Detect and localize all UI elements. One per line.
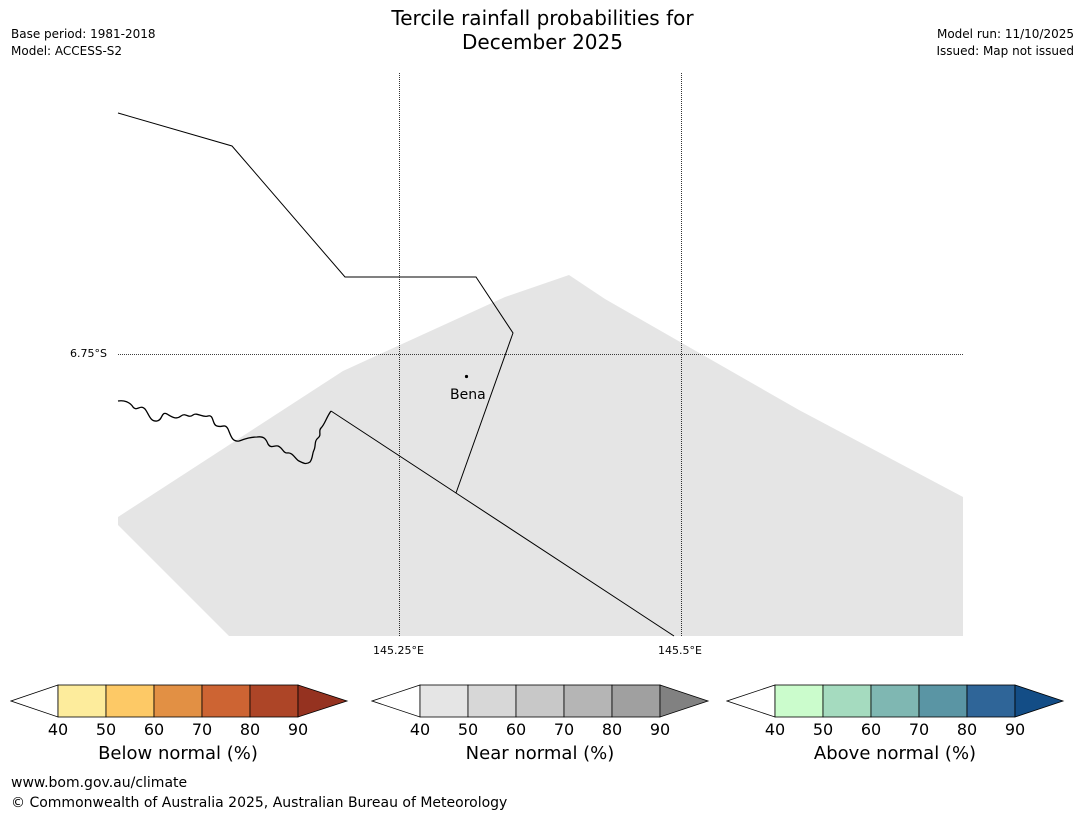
colorbar-above-tick-60: 60 — [860, 720, 882, 739]
near-normal-shading — [118, 275, 963, 636]
colorbar-near-bin-40-50 — [419, 684, 469, 718]
colorbar-above-tick-90: 90 — [1004, 720, 1026, 739]
colorbar-near-tick-50: 50 — [457, 720, 479, 739]
colorbar-above-bin-80-90 — [966, 684, 1016, 718]
colorbar-below-tick-70: 70 — [191, 720, 213, 739]
colorbar-below-tick-90: 90 — [287, 720, 309, 739]
metadata-left: Base period: 1981-2018 Model: ACCESS-S2 — [11, 26, 156, 60]
colorbar-above-tick-70: 70 — [908, 720, 930, 739]
colorbar-above-over — [1014, 684, 1065, 718]
colorbar-below-over — [297, 684, 349, 718]
colorbar-above-tick-50: 50 — [812, 720, 834, 739]
colorbar-below-bin-60-70 — [153, 684, 203, 718]
metadata-right: Model run: 11/10/2025 Issued: Map not is… — [936, 26, 1074, 60]
colorbar-above-bin-70-80 — [918, 684, 968, 718]
colorbar-above-label: Above normal (%) — [813, 743, 977, 764]
lon-label-145-5: 145.5°E — [658, 644, 702, 657]
title-line-2: December 2025 — [462, 30, 623, 54]
colorbar-near-tick-90: 90 — [649, 720, 671, 739]
province-boundary-south — [330, 410, 675, 637]
colorbar-below-bin-80-90 — [249, 684, 299, 718]
colorbar-above-bin-60-70 — [870, 684, 920, 718]
title-line-1: Tercile rainfall probabilities for — [391, 6, 694, 30]
colorbar-above-normal — [726, 684, 1065, 718]
lat-label: 6.75°S — [70, 347, 107, 360]
colorbar-above-bin-40-50 — [774, 684, 824, 718]
colorbar-near-over — [659, 684, 710, 718]
base-period: Base period: 1981-2018 — [11, 27, 156, 41]
model-run: Model run: 11/10/2025 — [936, 27, 1074, 41]
colorbar-near-tick-40: 40 — [409, 720, 431, 739]
footer-copyright: © Commonwealth of Australia 2025, Austra… — [11, 795, 508, 811]
colorbar-below-tick-80: 80 — [239, 720, 261, 739]
colorbar-above-bin-50-60 — [822, 684, 872, 718]
colorbar-near-bin-50-60 — [467, 684, 517, 718]
colorbar-below-bin-40-50 — [57, 684, 107, 718]
colorbar-below-under — [10, 684, 59, 718]
colorbar-near-tick-60: 60 — [505, 720, 527, 739]
colorbar-above-under — [726, 684, 776, 718]
colorbar-below-tick-50: 50 — [95, 720, 117, 739]
colorbar-above-tick-40: 40 — [764, 720, 786, 739]
colorbar-near-under — [371, 684, 421, 718]
city-label-bena: Bena — [450, 387, 486, 403]
colorbar-near-normal — [371, 684, 710, 718]
colorbar-above-tick-80: 80 — [956, 720, 978, 739]
colorbar-near-bin-60-70 — [515, 684, 565, 718]
colorbar-below-bin-50-60 — [105, 684, 155, 718]
colorbar-near-label: Near normal (%) — [465, 743, 615, 764]
colorbar-near-bin-80-90 — [611, 684, 661, 718]
colorbar-below-label: Below normal (%) — [98, 743, 258, 764]
colorbar-near-bin-70-80 — [563, 684, 613, 718]
colorbar-below-normal — [10, 684, 349, 718]
colorbar-near-tick-70: 70 — [553, 720, 575, 739]
river-line — [117, 400, 332, 465]
city-marker — [464, 374, 469, 379]
province-boundary-north — [117, 112, 514, 494]
model-name: Model: ACCESS-S2 — [11, 44, 123, 58]
colorbar-below-bin-70-80 — [201, 684, 251, 718]
colorbar-below-tick-60: 60 — [143, 720, 165, 739]
colorbar-below-tick-40: 40 — [47, 720, 69, 739]
colorbar-near-tick-80: 80 — [601, 720, 623, 739]
map-title: Tercile rainfall probabilities for Decem… — [0, 6, 1085, 54]
issued-status: Issued: Map not issued — [936, 44, 1074, 58]
lon-label-145-25: 145.25°E — [373, 644, 424, 657]
footer-url[interactable]: www.bom.gov.au/climate — [11, 775, 188, 791]
